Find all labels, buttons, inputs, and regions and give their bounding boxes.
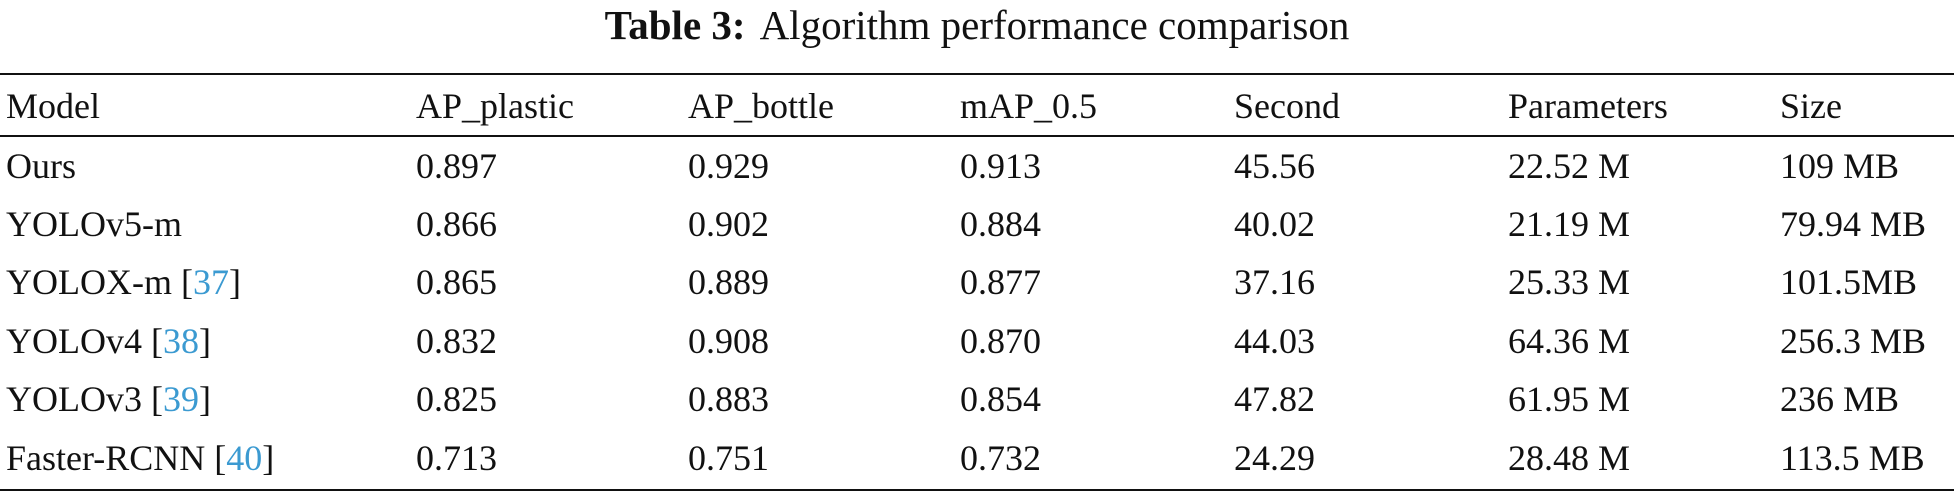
ap-plastic-cell: 0.865	[416, 262, 497, 303]
map-cell: 0.732	[960, 437, 1041, 478]
map-cell: 0.884	[960, 203, 1041, 244]
model-cell: YOLOX-m [37]	[6, 262, 241, 303]
second-cell: 37.16	[1234, 262, 1315, 303]
parameters-cell: 61.95 M	[1508, 379, 1631, 420]
ap-plastic-cell: 0.866	[416, 203, 497, 244]
ap-bottle-cell: 0.883	[688, 379, 769, 420]
ap-bottle-cell: 0.929	[688, 146, 769, 187]
model-cell: Faster-RCNN [40]	[6, 437, 275, 478]
model-name: Faster-RCNN	[6, 437, 206, 478]
parameters-cell: 28.48 M	[1508, 437, 1631, 478]
model-cell: YOLOv3 [39]	[6, 379, 211, 420]
reference-link[interactable]: 37	[192, 262, 229, 303]
table-row: YOLOv5-m 0.866 0.902 0.884 40.02 21.19 M…	[0, 195, 1954, 254]
ap-plastic-cell: 0.897	[416, 146, 497, 187]
second-cell: 45.56	[1234, 146, 1315, 187]
size-cell: 256.3 MB	[1780, 320, 1927, 361]
performance-table: Model AP_plastic AP_bottle mAP_0.5 Secon…	[0, 76, 1954, 487]
model-name: Ours	[6, 146, 76, 187]
model-name: YOLOv3	[6, 379, 142, 420]
map-cell: 0.877	[960, 262, 1041, 303]
table-row: YOLOv4 [38] 0.832 0.908 0.870 44.03 64.3…	[0, 312, 1954, 371]
parameters-cell: 21.19 M	[1508, 203, 1631, 244]
table-caption-label: Table 3:	[604, 2, 746, 48]
ap-bottle-cell: 0.889	[688, 262, 769, 303]
size-cell: 79.94 MB	[1780, 203, 1927, 244]
table-row: YOLOX-m [37] 0.865 0.889 0.877 37.16 25.…	[0, 253, 1954, 312]
second-cell: 24.29	[1234, 437, 1315, 478]
reference-link[interactable]: 38	[162, 320, 199, 361]
ap-bottle-cell: 0.908	[688, 320, 769, 361]
table-row: Faster-RCNN [40] 0.713 0.751 0.732 24.29…	[0, 429, 1954, 488]
model-cell: Ours	[0, 136, 416, 195]
table-top-rule	[0, 73, 1954, 75]
second-cell: 40.02	[1234, 203, 1315, 244]
ap-plastic-cell: 0.713	[416, 437, 497, 478]
table-caption: Table 3: Algorithm performance comparison	[0, 0, 1954, 58]
column-header-ap-bottle: AP_bottle	[688, 86, 835, 126]
size-cell: 113.5 MB	[1780, 437, 1925, 478]
table-header-rule	[0, 135, 1954, 137]
size-cell: 236 MB	[1780, 379, 1900, 420]
size-cell: 109 MB	[1780, 146, 1900, 187]
parameters-cell: 22.52 M	[1508, 146, 1631, 187]
model-cell: YOLOv5-m	[0, 195, 416, 254]
map-cell: 0.854	[960, 379, 1041, 420]
column-header-parameters: Parameters	[1508, 86, 1668, 126]
ap-bottle-cell: 0.902	[688, 203, 769, 244]
column-header-size: Size	[1780, 86, 1842, 126]
map-cell: 0.870	[960, 320, 1041, 361]
column-header-second: Second	[1234, 86, 1340, 126]
second-cell: 44.03	[1234, 320, 1315, 361]
table-header-row: Model AP_plastic AP_bottle mAP_0.5 Secon…	[0, 76, 1954, 136]
second-cell: 47.82	[1234, 379, 1315, 420]
parameters-cell: 25.33 M	[1508, 262, 1631, 303]
column-header-ap-plastic: AP_plastic	[416, 86, 574, 126]
ap-bottle-cell: 0.751	[688, 437, 769, 478]
table-row: YOLOv3 [39] 0.825 0.883 0.854 47.82 61.9…	[0, 370, 1954, 429]
model-name: YOLOX-m	[6, 262, 172, 303]
map-cell: 0.913	[960, 146, 1041, 187]
column-header-model: Model	[6, 86, 100, 126]
table-caption-text: Algorithm performance comparison	[759, 2, 1350, 48]
column-header-map: mAP_0.5	[960, 86, 1098, 126]
reference-link[interactable]: 40	[226, 437, 263, 478]
model-name: YOLOv5-m	[6, 203, 182, 244]
table-row: Ours 0.897 0.929 0.913 45.56 22.52 M 109…	[0, 136, 1954, 195]
parameters-cell: 64.36 M	[1508, 320, 1631, 361]
reference-link[interactable]: 39	[162, 379, 199, 420]
model-name: YOLOv4	[6, 320, 142, 361]
ap-plastic-cell: 0.832	[416, 320, 497, 361]
ap-plastic-cell: 0.825	[416, 379, 497, 420]
table-bottom-rule	[0, 489, 1954, 491]
size-cell: 101.5MB	[1780, 262, 1918, 303]
model-cell: YOLOv4 [38]	[6, 320, 211, 361]
